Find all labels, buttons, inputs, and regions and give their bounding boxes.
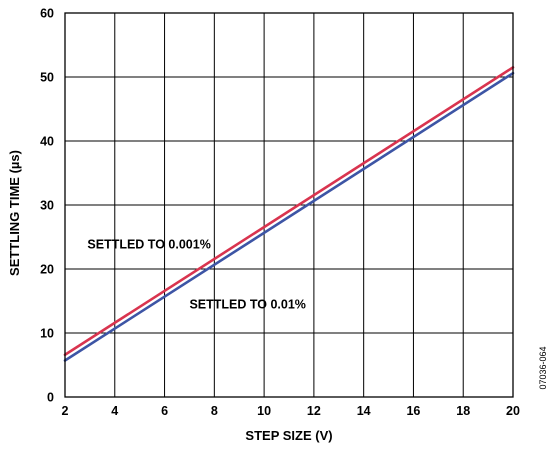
series-label-0: SETTLED TO 0.001% xyxy=(87,238,210,252)
x-tick-label: 10 xyxy=(257,404,271,418)
y-axis-title: SETTLING TIME (µs) xyxy=(7,150,22,276)
annotations: SETTLED TO 0.001% SETTLED TO 0.01% xyxy=(87,238,306,312)
x-tick-label: 12 xyxy=(307,404,321,418)
y-tick-label: 50 xyxy=(40,71,54,85)
x-tick-label: 2 xyxy=(62,404,69,418)
y-tick-label: 40 xyxy=(40,135,54,149)
series-label-1: SETTLED TO 0.01% xyxy=(189,298,305,312)
series-line-0 xyxy=(63,66,515,357)
x-tick-label: 8 xyxy=(211,404,218,418)
x-tick-label: 14 xyxy=(357,404,371,418)
series-line-1 xyxy=(63,71,515,362)
x-tick-label: 16 xyxy=(406,404,420,418)
x-tick-label: 20 xyxy=(506,404,520,418)
y-tick-label: 10 xyxy=(40,327,54,341)
y-tick-label: 0 xyxy=(47,391,54,405)
y-tick-label: 30 xyxy=(40,199,54,213)
x-tick-label: 6 xyxy=(161,404,168,418)
y-tick-label: 60 xyxy=(40,7,54,21)
grid xyxy=(64,12,514,398)
series-lines xyxy=(63,66,515,362)
x-tick-label: 4 xyxy=(111,404,118,418)
plot-frame xyxy=(64,12,514,398)
figure-id: 07036-064 xyxy=(538,346,548,389)
y-tick-labels: 0 10 20 30 40 50 60 xyxy=(40,7,54,405)
y-tick-label: 20 xyxy=(40,263,54,277)
x-tick-labels: 2 4 6 8 10 12 14 16 18 20 xyxy=(62,404,520,418)
x-axis-title: STEP SIZE (V) xyxy=(245,428,332,443)
x-tick-label: 18 xyxy=(456,404,470,418)
